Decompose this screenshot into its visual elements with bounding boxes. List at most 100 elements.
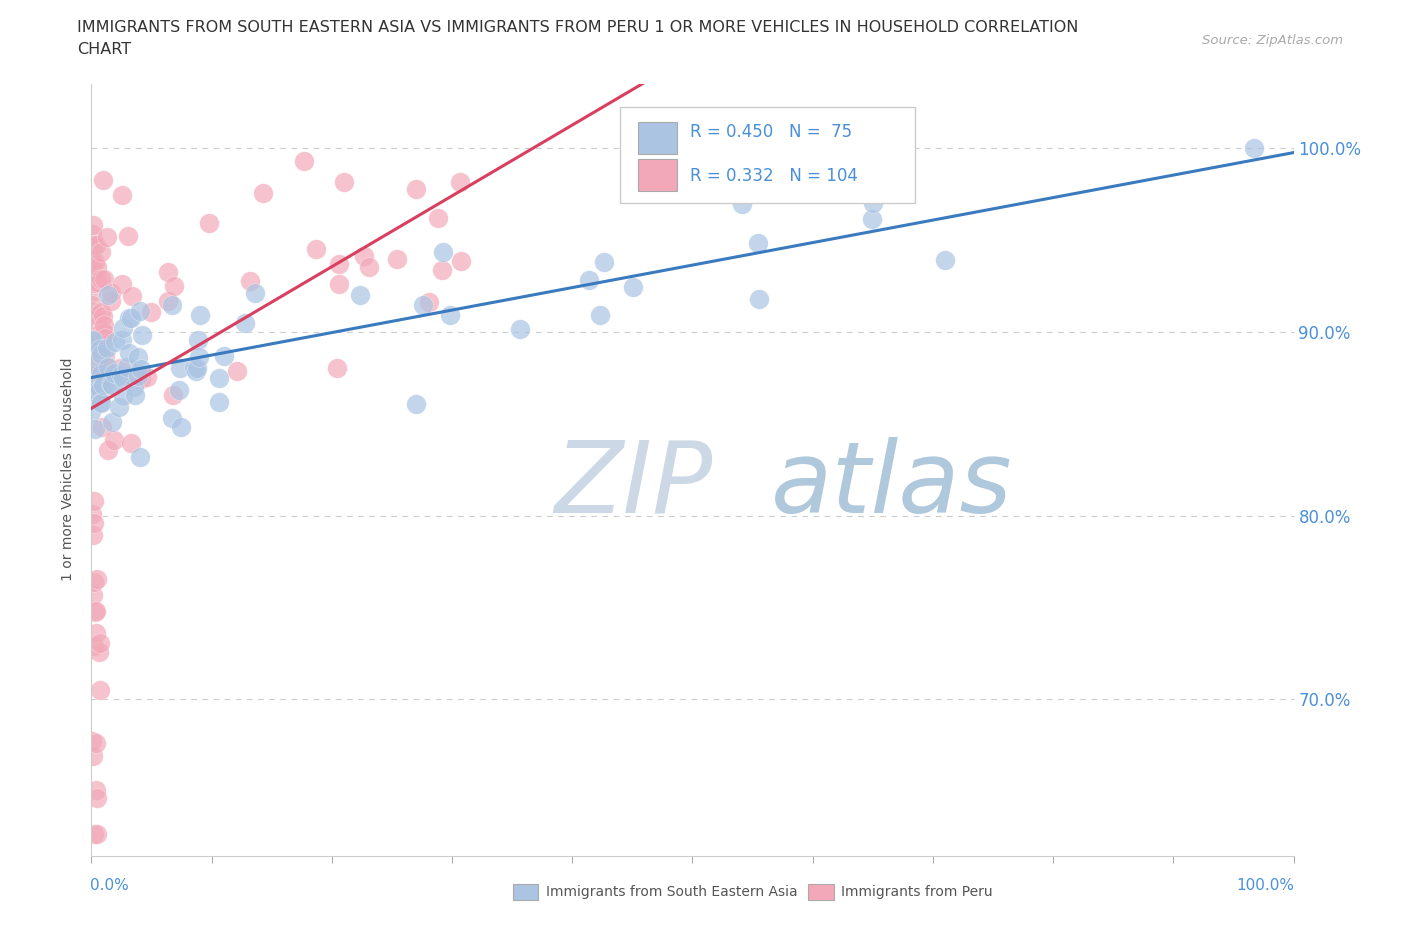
Point — [439, 307, 461, 322]
Point — [80, 375, 103, 390]
Point — [83, 604, 105, 619]
Point — [83, 378, 105, 392]
Point — [90, 327, 112, 342]
Point — [100, 286, 122, 300]
Point — [127, 350, 149, 365]
Point — [91, 308, 114, 323]
Point — [160, 411, 183, 426]
Point — [80, 392, 103, 407]
Point — [111, 371, 134, 386]
Point — [593, 255, 616, 270]
Point — [91, 378, 114, 392]
Point — [207, 370, 229, 385]
Point — [156, 264, 179, 279]
Point — [84, 276, 107, 291]
Point — [167, 382, 190, 397]
Point — [353, 249, 375, 264]
Point — [118, 346, 141, 361]
Point — [131, 328, 153, 343]
Point — [84, 334, 107, 349]
Point — [1243, 140, 1265, 155]
Point — [86, 259, 108, 274]
Point — [252, 186, 274, 201]
Point — [186, 361, 208, 376]
Point — [328, 257, 350, 272]
Text: Immigrants from Peru: Immigrants from Peru — [841, 884, 993, 899]
Point — [82, 333, 104, 348]
Point — [169, 419, 191, 434]
Point — [82, 312, 104, 326]
Point — [83, 354, 105, 369]
Point — [83, 827, 105, 842]
Point — [103, 432, 125, 447]
Point — [80, 384, 103, 399]
Point — [104, 335, 127, 350]
Point — [129, 303, 152, 318]
Point — [183, 361, 205, 376]
FancyBboxPatch shape — [638, 159, 676, 191]
Point — [80, 734, 103, 749]
Text: R = 0.332   N = 104: R = 0.332 N = 104 — [690, 167, 858, 185]
Point — [89, 683, 111, 698]
Point — [332, 175, 354, 190]
Point — [432, 245, 454, 259]
Point — [80, 405, 103, 419]
Point — [80, 329, 103, 344]
Point — [89, 382, 111, 397]
Point — [412, 298, 434, 312]
Text: Source: ZipAtlas.com: Source: ZipAtlas.com — [1202, 34, 1343, 47]
Point — [110, 332, 132, 347]
Point — [449, 174, 471, 189]
Point — [136, 369, 159, 384]
Point — [243, 286, 266, 300]
Point — [82, 333, 104, 348]
Point — [108, 400, 131, 415]
Point — [589, 308, 612, 323]
Point — [233, 315, 256, 330]
Point — [103, 365, 125, 380]
Point — [169, 361, 191, 376]
Point — [82, 217, 104, 232]
Point — [93, 318, 115, 333]
Point — [90, 395, 112, 410]
Point — [90, 347, 112, 362]
Point — [115, 360, 138, 375]
Point — [418, 295, 440, 310]
FancyBboxPatch shape — [638, 122, 676, 154]
Point — [120, 311, 142, 325]
Point — [82, 238, 104, 253]
Point — [82, 334, 104, 349]
Point — [934, 253, 956, 268]
Text: CHART: CHART — [77, 42, 131, 57]
Point — [89, 636, 111, 651]
Point — [405, 397, 427, 412]
Point — [385, 252, 408, 267]
Point — [139, 305, 162, 320]
Point — [207, 394, 229, 409]
Point — [111, 369, 134, 384]
Point — [84, 273, 107, 288]
Point — [110, 361, 132, 376]
Point — [225, 364, 247, 379]
Point — [111, 187, 134, 202]
Point — [122, 379, 145, 394]
Point — [93, 367, 115, 382]
Point — [359, 260, 381, 275]
Point — [129, 361, 152, 376]
Y-axis label: 1 or more Vehicles in Household: 1 or more Vehicles in Household — [62, 358, 76, 581]
Point — [305, 242, 328, 257]
Point — [91, 323, 114, 338]
Point — [82, 342, 104, 357]
Point — [101, 415, 124, 430]
Point — [129, 449, 152, 464]
Point — [100, 378, 122, 392]
Point — [162, 387, 184, 402]
Point — [82, 275, 104, 290]
Point — [97, 287, 120, 302]
Point — [349, 287, 371, 302]
Point — [100, 293, 122, 308]
Point — [93, 326, 115, 340]
Point — [84, 255, 107, 270]
Point — [96, 230, 118, 245]
Point — [84, 272, 107, 286]
